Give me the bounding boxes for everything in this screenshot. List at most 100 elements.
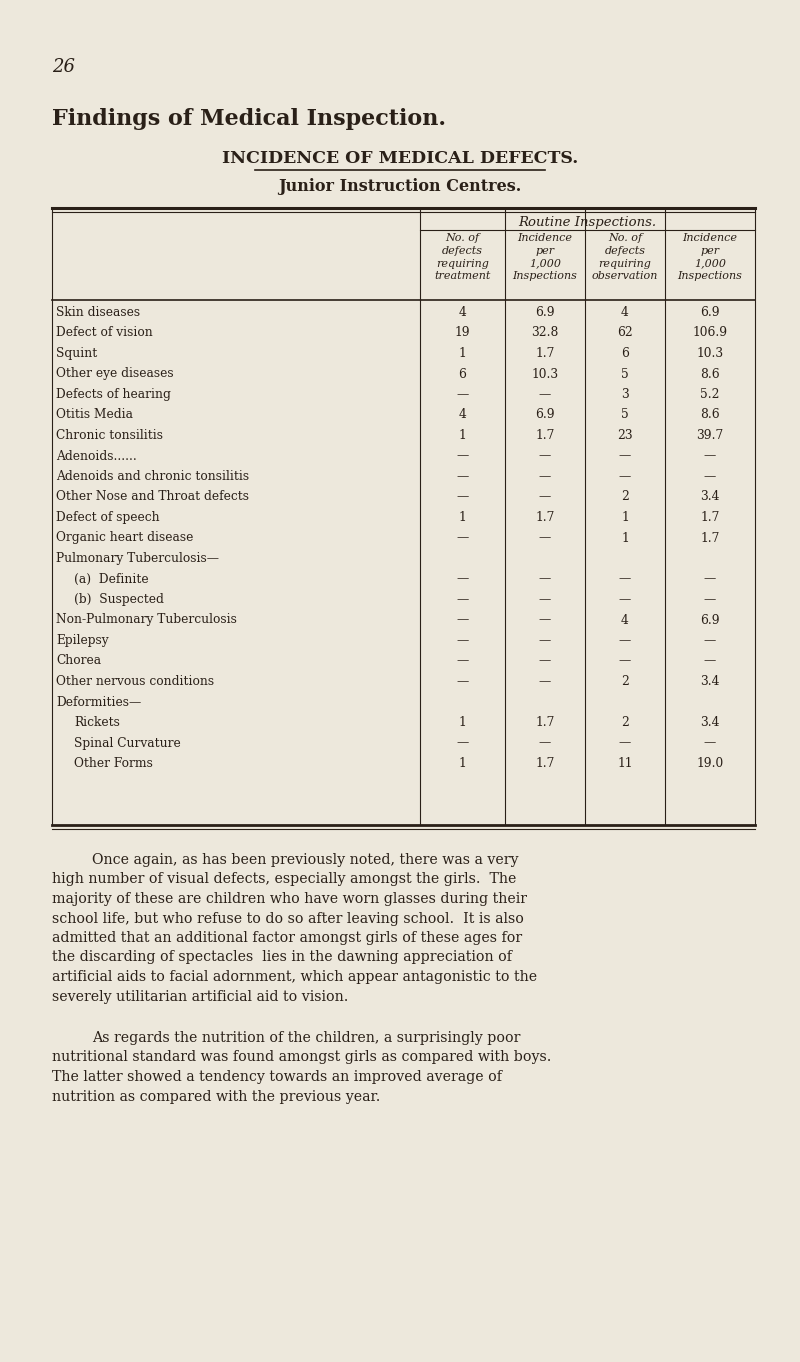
Text: 6.9: 6.9 — [700, 306, 720, 319]
Text: 10.3: 10.3 — [531, 368, 558, 380]
Text: The latter showed a tendency towards an improved average of: The latter showed a tendency towards an … — [52, 1071, 502, 1084]
Text: —: — — [619, 633, 631, 647]
Text: —: — — [539, 737, 551, 749]
Text: —: — — [619, 572, 631, 586]
Text: As regards the nutrition of the children, a surprisingly poor: As regards the nutrition of the children… — [92, 1031, 520, 1045]
Text: school life, but who refuse to do so after leaving school.  It is also: school life, but who refuse to do so aft… — [52, 911, 524, 926]
Text: 6: 6 — [458, 368, 466, 380]
Text: Non-Pulmonary Tuberculosis: Non-Pulmonary Tuberculosis — [56, 613, 237, 627]
Text: 3.4: 3.4 — [700, 716, 720, 729]
Text: Otitis Media: Otitis Media — [56, 409, 133, 421]
Text: 6.9: 6.9 — [535, 409, 555, 421]
Text: Pulmonary Tuberculosis—: Pulmonary Tuberculosis— — [56, 552, 219, 565]
Text: —: — — [456, 737, 469, 749]
Text: —: — — [704, 572, 716, 586]
Text: —: — — [539, 592, 551, 606]
Text: 6.9: 6.9 — [700, 613, 720, 627]
Text: Findings of Medical Inspection.: Findings of Medical Inspection. — [52, 108, 446, 129]
Text: 62: 62 — [617, 327, 633, 339]
Text: No. of
defects
requiring
observation: No. of defects requiring observation — [592, 233, 658, 282]
Text: —: — — [456, 388, 469, 400]
Text: —: — — [619, 737, 631, 749]
Text: 39.7: 39.7 — [696, 429, 724, 443]
Text: Junior Instruction Centres.: Junior Instruction Centres. — [278, 178, 522, 195]
Text: —: — — [539, 449, 551, 463]
Text: —: — — [619, 470, 631, 484]
Text: —: — — [704, 655, 716, 667]
Text: —: — — [539, 676, 551, 688]
Text: No. of
defects
requiring
treatment: No. of defects requiring treatment — [434, 233, 490, 282]
Text: 23: 23 — [617, 429, 633, 443]
Text: Epilepsy: Epilepsy — [56, 633, 109, 647]
Text: —: — — [704, 449, 716, 463]
Text: artificial aids to facial adornment, which appear antagonistic to the: artificial aids to facial adornment, whi… — [52, 970, 537, 983]
Text: 11: 11 — [618, 757, 633, 770]
Text: 1.7: 1.7 — [535, 511, 554, 524]
Text: 19.0: 19.0 — [696, 757, 724, 770]
Text: 2: 2 — [621, 676, 629, 688]
Text: —: — — [704, 470, 716, 484]
Text: —: — — [456, 655, 469, 667]
Text: 1.7: 1.7 — [535, 716, 554, 729]
Text: —: — — [539, 655, 551, 667]
Text: 1: 1 — [458, 716, 466, 729]
Text: high number of visual defects, especially amongst the girls.  The: high number of visual defects, especiall… — [52, 873, 516, 887]
Text: Other Nose and Throat defects: Other Nose and Throat defects — [56, 490, 249, 504]
Text: severely utilitarian artificial aid to vision.: severely utilitarian artificial aid to v… — [52, 990, 348, 1004]
Text: Other eye diseases: Other eye diseases — [56, 368, 174, 380]
Text: 1.7: 1.7 — [535, 757, 554, 770]
Text: Rickets: Rickets — [74, 716, 120, 729]
Text: 1.7: 1.7 — [535, 347, 554, 360]
Text: —: — — [539, 388, 551, 400]
Text: 19: 19 — [454, 327, 470, 339]
Text: 1: 1 — [458, 347, 466, 360]
Text: —: — — [456, 613, 469, 627]
Text: 4: 4 — [621, 306, 629, 319]
Text: —: — — [456, 592, 469, 606]
Text: 1: 1 — [458, 757, 466, 770]
Text: 1.7: 1.7 — [700, 531, 720, 545]
Text: Adenoids......: Adenoids...... — [56, 449, 137, 463]
Text: —: — — [456, 676, 469, 688]
Text: nutritional standard was found amongst girls as compared with boys.: nutritional standard was found amongst g… — [52, 1050, 551, 1065]
Text: —: — — [704, 737, 716, 749]
Text: Adenoids and chronic tonsilitis: Adenoids and chronic tonsilitis — [56, 470, 249, 484]
Text: —: — — [456, 449, 469, 463]
Text: —: — — [704, 592, 716, 606]
Text: Spinal Curvature: Spinal Curvature — [74, 737, 181, 749]
Text: 5: 5 — [621, 409, 629, 421]
Text: Other nervous conditions: Other nervous conditions — [56, 676, 214, 688]
Text: Routine Inspections.: Routine Inspections. — [518, 217, 657, 229]
Text: majority of these are children who have worn glasses during their: majority of these are children who have … — [52, 892, 527, 906]
Text: Other Forms: Other Forms — [74, 757, 153, 770]
Text: Deformities—: Deformities— — [56, 696, 142, 708]
Text: 1: 1 — [458, 511, 466, 524]
Text: Incidence
per
1,000
Inspections: Incidence per 1,000 Inspections — [513, 233, 578, 282]
Text: —: — — [456, 490, 469, 504]
Text: —: — — [619, 592, 631, 606]
Text: —: — — [456, 633, 469, 647]
Text: —: — — [539, 531, 551, 545]
Text: (b)  Suspected: (b) Suspected — [74, 592, 164, 606]
Text: (a)  Definite: (a) Definite — [74, 572, 149, 586]
Text: 4: 4 — [458, 306, 466, 319]
Text: —: — — [539, 633, 551, 647]
Text: —: — — [539, 572, 551, 586]
Text: the discarding of spectacles  lies in the dawning appreciation of: the discarding of spectacles lies in the… — [52, 951, 512, 964]
Text: 1.7: 1.7 — [700, 511, 720, 524]
Text: nutrition as compared with the previous year.: nutrition as compared with the previous … — [52, 1090, 380, 1103]
Text: —: — — [456, 470, 469, 484]
Text: —: — — [539, 490, 551, 504]
Text: 3.4: 3.4 — [700, 676, 720, 688]
Text: 8.6: 8.6 — [700, 409, 720, 421]
Text: Squint: Squint — [56, 347, 98, 360]
Text: Chorea: Chorea — [56, 655, 101, 667]
Text: 106.9: 106.9 — [693, 327, 727, 339]
Text: —: — — [456, 531, 469, 545]
Text: 2: 2 — [621, 490, 629, 504]
Text: Defect of speech: Defect of speech — [56, 511, 160, 524]
Text: 1: 1 — [458, 429, 466, 443]
Text: Defect of vision: Defect of vision — [56, 327, 153, 339]
Text: 2: 2 — [621, 716, 629, 729]
Text: 6.9: 6.9 — [535, 306, 555, 319]
